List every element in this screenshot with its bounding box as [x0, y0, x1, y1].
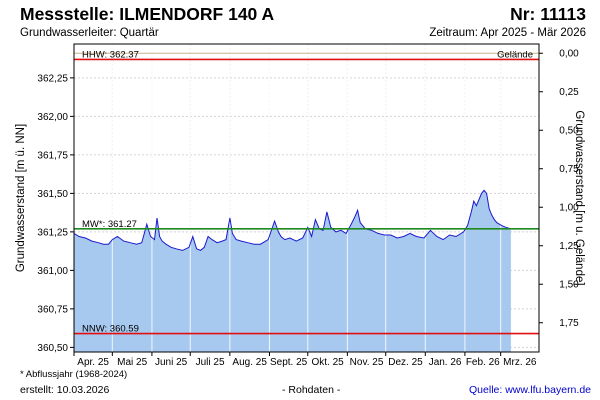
x-tick-label: Juni 25 — [155, 357, 188, 368]
water-level-area — [74, 190, 511, 352]
rawdata-note: - Rohdaten - — [282, 384, 341, 396]
reference-line-label: NNW: 360.59 — [82, 324, 139, 335]
y-axis-right: 0,00 0,25 0,50 0,75 1,00 1,25 1,50 1,75 — [539, 49, 579, 329]
x-tick-label: Jan. 26 — [429, 357, 462, 368]
y2-tick-label: 1,00 — [559, 203, 579, 214]
x-tick-label: Sept. 25 — [270, 357, 308, 368]
y-tick-label: 360,50 — [37, 343, 68, 354]
source-link[interactable]: Quelle: www.lfu.bayern.de — [469, 384, 591, 396]
created-date: erstellt: 10.03.2026 — [20, 384, 110, 396]
y2-tick-label: 1,75 — [559, 318, 579, 329]
x-tick-label: Mai 25 — [117, 357, 147, 368]
y2-tick-label: 0,75 — [559, 164, 579, 175]
y2-axis-title: Grundwasserstand [m u. Gelände] — [573, 110, 585, 285]
reference-line-label: HHW: 362.37 — [82, 49, 139, 60]
x-tick-label: Aug. 25 — [232, 357, 267, 368]
y-tick-label: 362,25 — [37, 73, 68, 84]
x-axis: Apr. 25 Mai 25 Juni 25 Juli 25 Aug. 25 Sept. … — [73, 352, 537, 368]
y-axis-title: Grundwasserstand [m ü. NN] — [15, 124, 27, 272]
period-label: Zeitraum: Apr 2025 - Mär 2026 — [429, 27, 586, 39]
x-tick-label: Juli 25 — [196, 357, 225, 368]
station-number: Nr: 11113 — [510, 4, 586, 24]
x-tick-label: Apr. 25 — [77, 357, 109, 368]
x-tick-label: Mrz. 26 — [503, 357, 537, 368]
y-tick-label: 361,25 — [37, 227, 68, 238]
y2-tick-label: 0,25 — [559, 87, 579, 98]
y-tick-label: 362,00 — [37, 112, 68, 123]
plot-frame — [73, 43, 540, 353]
station-title: Messstelle: ILMENDORF 140 A — [20, 4, 275, 24]
y2-tick-label: 1,25 — [559, 241, 579, 252]
ground-level-label: Gelände — [497, 49, 533, 60]
y2-tick-label: 1,50 — [559, 280, 579, 291]
y-tick-label: 361,00 — [37, 266, 68, 277]
y2-tick-label: 0,00 — [559, 49, 579, 60]
footnote: * Abflussjahr (1968-2024) — [20, 369, 128, 380]
x-tick-label: Okt. 25 — [311, 357, 344, 368]
aquifer-label: Grundwasserleiter: Quartär — [20, 27, 159, 39]
water-level-line — [73, 189, 512, 251]
y-tick-label: 361,75 — [37, 150, 68, 161]
y2-tick-label: 0,50 — [559, 126, 579, 137]
month-separators — [111, 44, 502, 352]
x-tick-label: Dez. 25 — [388, 357, 423, 368]
y-tick-label: 360,75 — [37, 304, 68, 315]
reference-line-label: MW*: 361.27 — [82, 219, 137, 230]
reference-lines: HHW: 362.37 MW*: 361.27 NNW: 360.59 — [74, 49, 539, 335]
y-tick-label: 361,50 — [37, 189, 68, 200]
y-axis-left: 362,25 362,00 361,75 361,50 361,25 361,00 360,… — [37, 73, 74, 354]
x-tick-label: Feb. 26 — [466, 357, 500, 368]
x-tick-label: Nov. 25 — [350, 357, 384, 368]
